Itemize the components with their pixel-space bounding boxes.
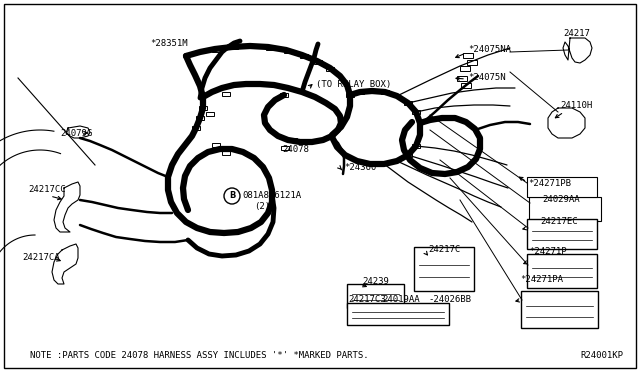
Text: *24271P: *24271P [529,247,566,257]
Text: *24075N: *24075N [468,73,506,81]
Text: (TO RELAY BOX): (TO RELAY BOX) [316,80,391,89]
Text: *24271PB: *24271PB [528,179,571,187]
FancyBboxPatch shape [527,254,597,288]
Text: 081A8-6121A: 081A8-6121A [242,190,301,199]
Text: NOTE :PARTS CODE 24078 HARNESS ASSY INCLUDES '*' *MARKED PARTS.: NOTE :PARTS CODE 24078 HARNESS ASSY INCL… [30,350,369,359]
Bar [206,112,214,116]
Polygon shape [563,38,592,63]
Bar [460,66,470,71]
Bar [404,153,412,157]
Text: -24026BB: -24026BB [428,295,471,305]
Text: 24078: 24078 [282,145,309,154]
Polygon shape [52,244,78,284]
Text: B: B [229,192,235,201]
Bar [404,101,412,105]
Bar [457,76,467,81]
Bar [381,90,389,94]
Bar [346,93,354,97]
Bar [289,138,297,142]
Text: R24001KP: R24001KP [580,350,623,359]
Text: (2): (2) [254,202,270,211]
Bar [314,60,322,64]
Bar [222,151,230,155]
Bar [461,83,471,88]
Circle shape [224,188,240,204]
Text: 24217CC: 24217CC [28,186,66,195]
FancyBboxPatch shape [527,177,597,197]
Text: *24271PA: *24271PA [520,276,563,285]
Bar [266,46,274,50]
Text: 24217EC: 24217EC [540,218,578,227]
Text: *24075NA: *24075NA [468,45,511,55]
Text: 24079G: 24079G [60,129,92,138]
Bar [230,45,238,49]
Polygon shape [548,108,585,138]
Bar [281,146,289,150]
Bar [284,49,292,53]
Bar [463,53,473,58]
Text: *28351M: *28351M [150,39,188,48]
Bar [212,143,220,147]
Text: 24110H: 24110H [560,102,592,110]
Bar [412,144,420,148]
Bar [356,90,364,94]
Bar [248,44,256,48]
Text: 24029AA: 24029AA [542,196,580,205]
FancyBboxPatch shape [529,197,601,221]
Bar [467,60,477,65]
Text: 24217CA: 24217CA [22,253,60,263]
Bar [300,54,308,58]
Bar [212,48,220,52]
FancyBboxPatch shape [347,303,449,325]
Bar [192,126,200,130]
Bar [199,106,207,110]
Text: 24217C3: 24217C3 [348,295,386,305]
Bar [412,110,420,114]
Text: 24019AA: 24019AA [382,295,420,305]
FancyBboxPatch shape [521,291,598,328]
Bar [222,92,230,96]
FancyBboxPatch shape [347,284,404,308]
Text: 24217C: 24217C [428,244,460,253]
Bar [280,93,288,97]
FancyBboxPatch shape [527,219,597,249]
FancyBboxPatch shape [414,247,474,291]
Bar [196,116,204,120]
Bar [326,67,334,71]
Text: 24239: 24239 [362,278,389,286]
Bar [368,89,376,93]
Polygon shape [66,126,90,138]
Text: *24360: *24360 [344,164,376,173]
Text: 24217: 24217 [563,29,590,38]
Polygon shape [54,182,80,232]
